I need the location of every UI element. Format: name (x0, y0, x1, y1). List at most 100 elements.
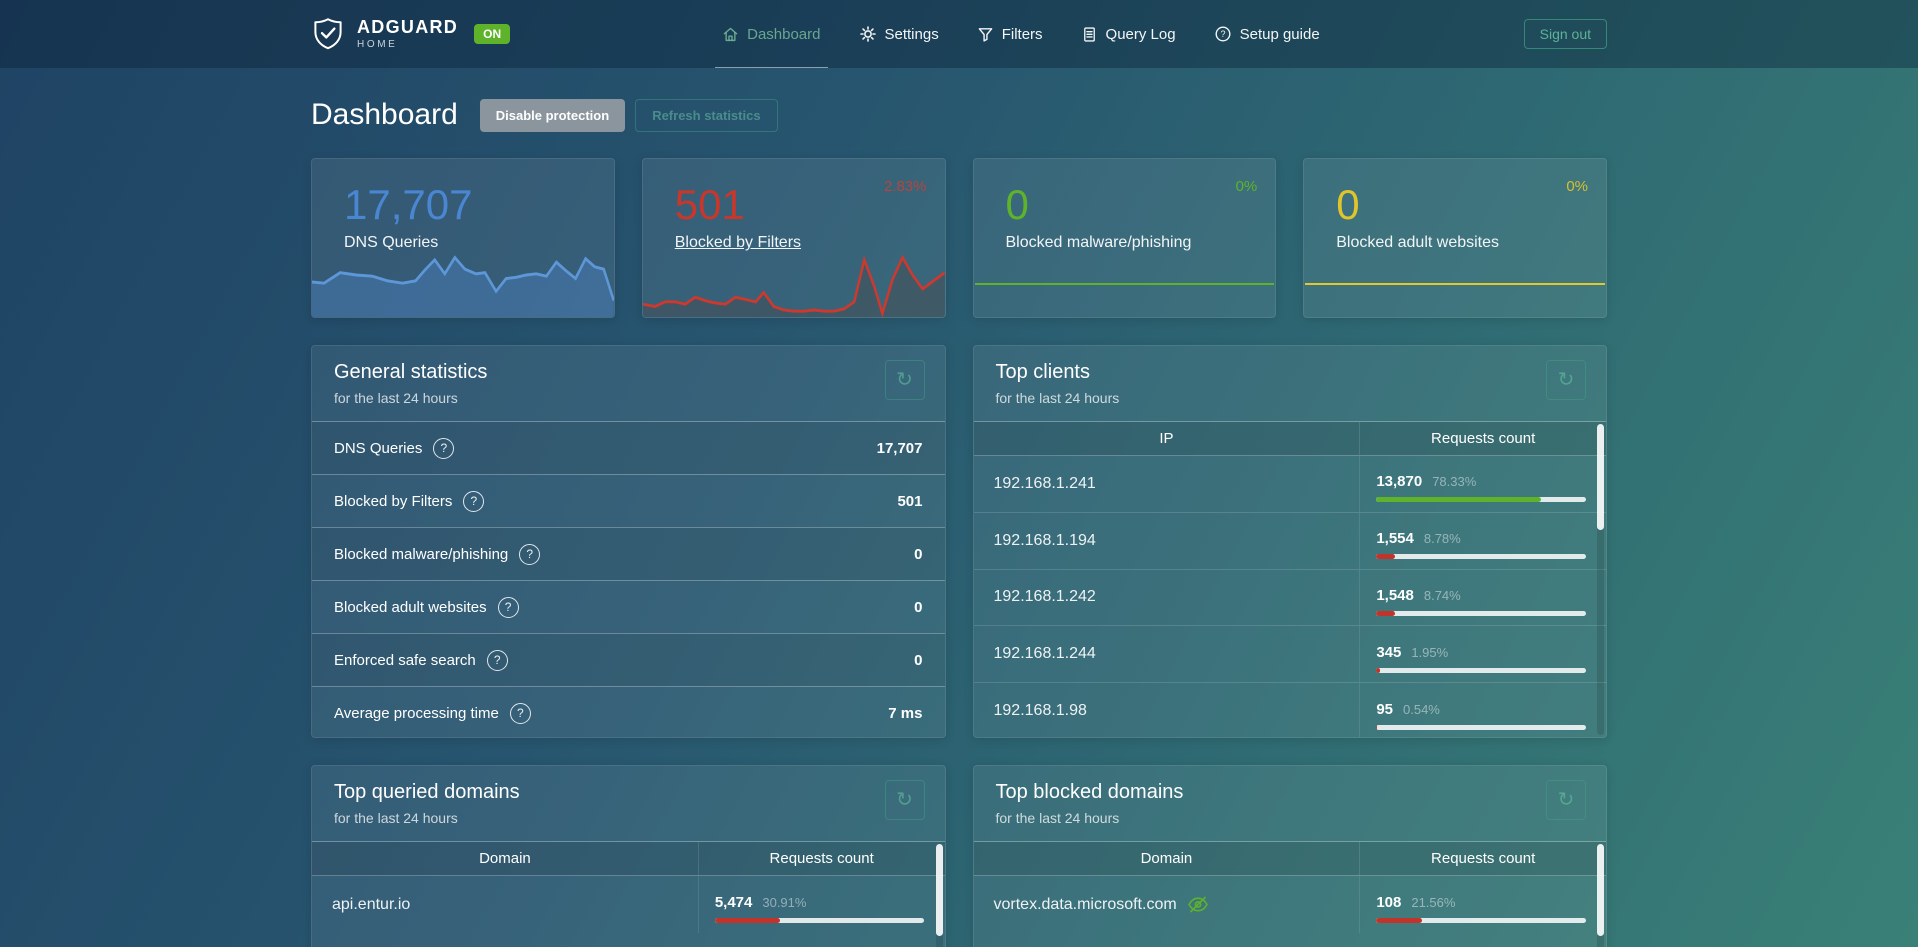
requests-bar (1376, 610, 1586, 616)
client-row: 192.168.1.241 13,870 78.33% (974, 456, 1607, 512)
queried-domain-row: api.entur.io 5,474 30.91% (312, 876, 945, 933)
column-header-requests: Requests count (697, 842, 945, 875)
blocked-malware-percent: 0% (1235, 178, 1258, 195)
top-blocked-subtitle: for the last 24 hours (995, 810, 1120, 826)
requests-bar (1376, 724, 1586, 730)
panel-scrollbar (1597, 424, 1604, 735)
sign-out-button[interactable]: Sign out (1523, 19, 1607, 49)
stat-row-processing-time: Average processing time? 7 ms (312, 686, 945, 737)
svg-text:?: ? (1220, 29, 1225, 39)
top-clients-panel: Top clients for the last 24 hours ↻ IP R… (972, 345, 1607, 738)
client-row: 192.168.1.194 1,554 8.78% (973, 511, 1606, 569)
blocked-domain-row: vortex.data.microsoft.com 108 21.56% (974, 876, 1607, 933)
top-clients-title: Top clients (995, 361, 1091, 383)
column-header-domain: Domain (479, 850, 531, 867)
brand-name: ADGUARD (357, 17, 459, 37)
general-statistics-subtitle: for the last 24 hours (334, 390, 458, 406)
refresh-icon: ↻ (896, 369, 913, 391)
stat-card-blocked-malware: 0% 0 Blocked malware/phishing (972, 158, 1277, 318)
document-icon (1083, 26, 1095, 42)
nav-item-filters[interactable]: Filters (977, 0, 1043, 68)
nav-item-query-log[interactable]: Query Log (1081, 0, 1176, 68)
home-icon (723, 27, 738, 41)
requests-bar (1376, 554, 1586, 560)
stat-row-dns-queries: DNS Queries? 17,707 (312, 422, 945, 474)
requests-bar (1376, 497, 1586, 503)
help-icon[interactable]: ? (433, 437, 455, 459)
top-queried-subtitle: for the last 24 hours (334, 810, 458, 826)
column-header-domain: Domain (1140, 850, 1193, 867)
main-menu: Dashboard Settings Fil (715, 0, 1320, 68)
stat-row-blocked-adult: Blocked adult websites? 0 (312, 580, 945, 633)
dns-queries-label: DNS Queries (344, 234, 439, 252)
gear-icon (859, 26, 876, 42)
top-queried-refresh-button[interactable]: ↻ (884, 780, 925, 820)
panel-scrollbar (1597, 844, 1604, 947)
blocked-adult-value: 0 (1336, 181, 1360, 228)
top-blocked-domains-panel: Top blocked domains for the last 24 hour… (972, 765, 1607, 947)
help-icon[interactable]: ? (486, 649, 508, 671)
top-blocked-refresh-button[interactable]: ↻ (1546, 780, 1586, 820)
shield-check-icon (314, 18, 342, 50)
client-row: 192.168.1.242 1,548 8.74% (973, 568, 1606, 626)
adguard-logo[interactable]: ADGUARD HOME (311, 17, 458, 51)
title-row: Dashboard Disable protection Refresh sta… (311, 98, 1607, 132)
help-icon[interactable]: ? (463, 490, 485, 512)
top-navbar: ADGUARD HOME ON Dashboard (0, 0, 1918, 68)
refresh-icon: ↻ (896, 789, 913, 811)
disable-protection-button[interactable]: Disable protection (479, 98, 626, 132)
dashboard-content: Dashboard Disable protection Refresh sta… (311, 98, 1607, 947)
blocked-malware-label: Blocked malware/phishing (1005, 234, 1192, 252)
general-statistics-panel: General statistics for the last 24 hours… (311, 345, 946, 738)
nav-item-setup-guide[interactable]: ? Setup guide (1214, 0, 1320, 68)
column-header-ip: IP (1159, 430, 1174, 447)
help-icon[interactable]: ? (497, 596, 519, 618)
requests-bar (1376, 918, 1586, 923)
question-circle-icon: ? (1215, 26, 1231, 42)
blocked-adult-label: Blocked adult websites (1336, 234, 1500, 252)
column-header-requests: Requests count (1359, 422, 1606, 455)
requests-bar (1376, 667, 1586, 673)
brand-subtitle: HOME (357, 39, 398, 50)
blocked-malware-value: 0 (1005, 181, 1029, 228)
stat-row-blocked-filters: Blocked by Filters? 501 (312, 474, 945, 527)
general-statistics-title: General statistics (334, 361, 488, 383)
blocked-malware-sparkline (974, 283, 1275, 285)
blocked-filters-value: 501 (674, 181, 745, 228)
stat-card-dns-queries: 17,707 DNS Queries (311, 158, 615, 318)
dns-queries-value: 17,707 (344, 181, 473, 228)
help-icon[interactable]: ? (509, 702, 531, 724)
page-title: Dashboard (311, 98, 458, 131)
help-icon[interactable]: ? (519, 543, 541, 565)
general-statistics-refresh-button[interactable]: ↻ (884, 360, 925, 400)
top-queried-domains-panel: Top queried domains for the last 24 hour… (311, 765, 946, 947)
nav-item-dashboard[interactable]: Dashboard (715, 0, 828, 68)
stat-card-blocked-adult: 0% 0 Blocked adult websites (1303, 158, 1607, 318)
blocked-adult-sparkline (1305, 283, 1605, 285)
top-clients-refresh-button[interactable]: ↻ (1546, 360, 1586, 400)
protection-status-badge: ON (474, 24, 511, 44)
top-blocked-title: Top blocked domains (995, 781, 1184, 803)
scrollbar-thumb[interactable] (1597, 424, 1604, 530)
blocked-filters-sparkline (642, 254, 945, 317)
top-clients-subtitle: for the last 24 hours (995, 390, 1120, 406)
dns-queries-sparkline (312, 255, 614, 317)
nav-item-settings[interactable]: Settings (859, 0, 939, 68)
eye-off-icon[interactable] (1187, 896, 1209, 913)
client-row: 192.168.1.244 345 1.95% (973, 625, 1606, 683)
requests-bar (714, 918, 925, 923)
stat-cards-row: 17,707 DNS Queries 2.83% 501 Blocked by … (311, 158, 1607, 318)
refresh-icon: ↻ (1557, 789, 1575, 811)
scrollbar-thumb[interactable] (935, 844, 943, 936)
blocked-filters-percent: 2.83% (883, 178, 927, 195)
client-row: 192.168.1.98 95 0.54% (973, 682, 1606, 737)
panels-row-bottom: Top queried domains for the last 24 hour… (311, 765, 1607, 947)
funnel-icon (978, 27, 993, 42)
blocked-filters-link[interactable]: Blocked by Filters (674, 234, 802, 252)
scrollbar-thumb[interactable] (1597, 844, 1604, 936)
refresh-statistics-button[interactable]: Refresh statistics (635, 98, 778, 132)
stat-row-blocked-malware: Blocked malware/phishing? 0 (312, 527, 945, 580)
blocked-adult-percent: 0% (1566, 178, 1588, 195)
stat-card-blocked-by-filters: 2.83% 501 Blocked by Filters (641, 158, 946, 318)
